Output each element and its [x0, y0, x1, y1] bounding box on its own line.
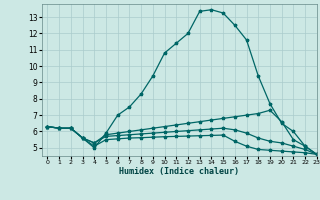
X-axis label: Humidex (Indice chaleur): Humidex (Indice chaleur) — [119, 167, 239, 176]
